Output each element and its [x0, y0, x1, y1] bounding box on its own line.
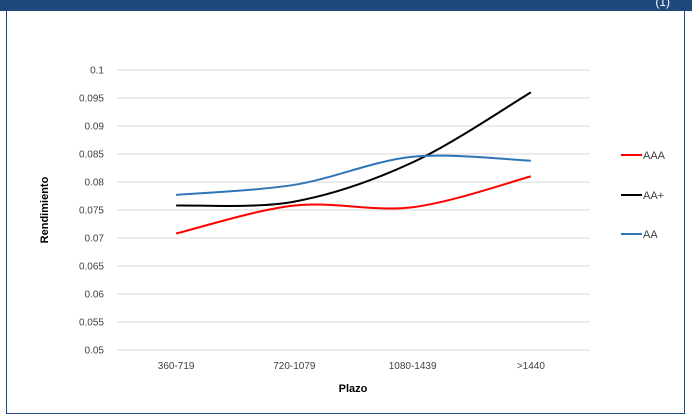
x-tick-label: 1080-1439 [389, 361, 437, 372]
header-text: (1) [655, 0, 670, 9]
series-line-aa-plus [176, 91, 532, 207]
y-tick-label: 0.05 [85, 346, 105, 357]
y-tick-label: 0.08 [85, 178, 105, 189]
y-tick-labels: 0.05 0.055 0.06 0.065 0.07 0.075 0.08 0.085 0.09… [79, 66, 104, 357]
x-tick-label: 720-1079 [273, 361, 316, 372]
y-tick-label: 0.085 [79, 150, 104, 161]
series-line-aa [176, 154, 531, 196]
y-tick-label: 0.09 [85, 122, 105, 133]
x-axis-title: Plazo [339, 383, 368, 395]
y-tick-label: 0.055 [79, 318, 104, 329]
series-line-aaa [175, 175, 532, 235]
legend-label: AA+ [643, 190, 664, 202]
chart-frame [6, 11, 685, 414]
x-tick-labels: 360-719 720-1079 1080-1439 >1440 [158, 361, 546, 372]
y-tick-label: 0.075 [79, 206, 104, 217]
legend: AAA AA+ AA [621, 150, 666, 241]
y-axis-title: Rendimiento [39, 176, 51, 243]
y-tick-label: 0.07 [85, 234, 105, 245]
gridlines [117, 69, 590, 351]
header-band: (1) [0, 0, 692, 11]
y-tick-label: 0.1 [90, 66, 104, 77]
series-lines [175, 91, 532, 235]
x-tick-label: 360-719 [158, 361, 195, 372]
y-tick-label: 0.06 [85, 290, 105, 301]
x-tick-label: >1440 [517, 361, 546, 372]
legend-label: AAA [643, 150, 666, 162]
y-tick-label: 0.065 [79, 262, 104, 273]
legend-label: AA [643, 229, 658, 241]
y-tick-label: 0.095 [79, 94, 104, 105]
